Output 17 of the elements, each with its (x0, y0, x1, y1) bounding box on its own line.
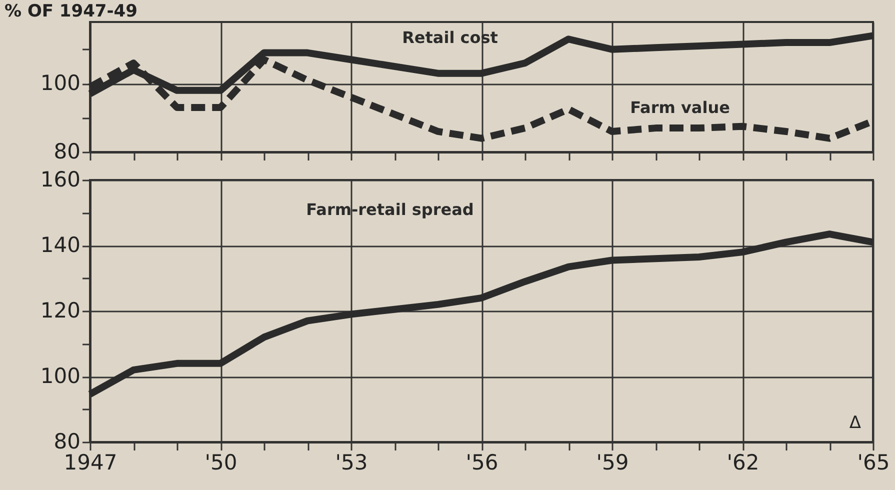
x-tick-label: '62 (726, 450, 760, 474)
y-tick-label: 140 (40, 233, 80, 257)
annotation: Δ (849, 413, 862, 433)
x-tick-label: '65 (857, 450, 890, 474)
x-tick-label: 1947 (64, 450, 118, 474)
y-tick-label: 100 (40, 71, 80, 96)
y-tick-label: 160 (40, 168, 80, 192)
x-tick-label: '50 (204, 450, 238, 474)
y-tick-label: 80 (54, 430, 80, 454)
y-axis-title: % OF 1947-49 (4, 2, 138, 22)
series-label: Farm value (630, 98, 730, 117)
y-tick-label: 80 (54, 140, 80, 164)
y-tick-label: 120 (40, 298, 80, 322)
x-tick-label: '56 (466, 450, 498, 474)
x-tick-label: '59 (596, 450, 629, 474)
x-tick-label: '53 (335, 450, 368, 474)
y-tick-label: 100 (40, 364, 80, 388)
